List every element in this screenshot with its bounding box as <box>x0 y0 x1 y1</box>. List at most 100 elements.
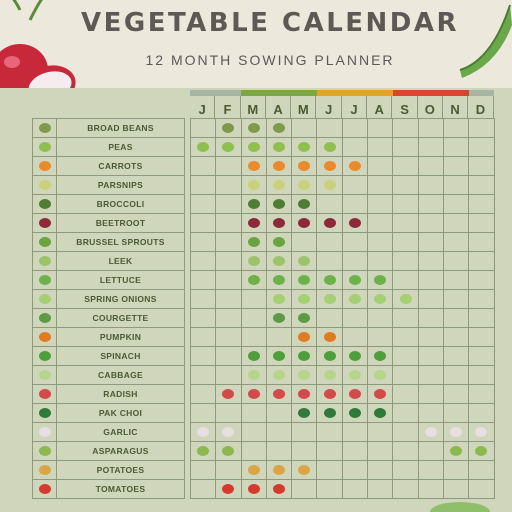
month-cell <box>291 251 318 271</box>
month-cell <box>341 460 369 480</box>
vegetable-row: SPINACH <box>32 346 495 366</box>
month-cell <box>417 422 444 442</box>
vegetable-name: TOMATOES <box>56 479 185 499</box>
vegetable-row: CARROTS <box>32 156 495 176</box>
radish-icon <box>273 388 286 399</box>
month-cell <box>392 403 419 423</box>
leek-icon <box>298 255 311 266</box>
carrot-icon <box>273 160 286 171</box>
spinach-icon <box>323 350 336 361</box>
month-cell <box>240 213 267 233</box>
month-cell <box>468 118 495 138</box>
spinach-icon <box>298 350 311 361</box>
month-cell <box>392 308 419 328</box>
month-cell <box>291 175 318 195</box>
month-cell <box>442 270 470 290</box>
month-cell <box>392 346 419 366</box>
vegetable-name: BRUSSEL SPROUTS <box>56 232 185 252</box>
sowing-table: BROAD BEANS PEAS CARROTS PARSNIPS BROCCOLI BE… <box>32 118 495 499</box>
month-cell <box>291 308 318 328</box>
vegetable-name: LETTUCE <box>56 270 185 290</box>
month-cell <box>417 346 444 366</box>
month-cell <box>316 175 343 195</box>
month-cell <box>240 289 267 309</box>
month-cell <box>189 270 217 290</box>
month-cell <box>291 422 318 442</box>
lettuce-icon <box>298 274 311 285</box>
broccoli-icon <box>247 198 260 209</box>
potato-icon <box>273 464 286 475</box>
month-cell <box>215 175 242 195</box>
month-cell <box>367 137 394 157</box>
brussel-sprouts-icon <box>247 236 260 247</box>
vegetable-row: SPRING ONIONS <box>32 289 495 309</box>
month-cell <box>265 118 293 138</box>
vegetable-row: PARSNIPS <box>32 175 495 195</box>
beetroot-icon <box>38 217 51 228</box>
lettuce-icon <box>273 274 286 285</box>
month-cell <box>215 403 242 423</box>
month-cell <box>240 308 267 328</box>
month-cell <box>291 365 318 385</box>
asparagus-icon <box>450 445 463 456</box>
beetroot-icon <box>298 217 311 228</box>
spring-onion-icon <box>273 293 286 304</box>
month-cell <box>442 422 470 442</box>
vegetable-row: LEEK <box>32 251 495 271</box>
month-cell <box>215 441 242 461</box>
vegetable-name: SPINACH <box>56 346 185 366</box>
month-cell <box>341 213 369 233</box>
month-cell <box>316 251 343 271</box>
month-cell <box>442 441 470 461</box>
month-cell <box>265 441 293 461</box>
month-cell <box>265 384 293 404</box>
brussel-sprouts-icon <box>38 236 51 247</box>
pumpkin-icon <box>298 331 311 342</box>
month-cell <box>442 327 470 347</box>
lettuce-icon <box>38 274 51 285</box>
potato-icon <box>247 464 260 475</box>
vegetable-name: COURGETTE <box>56 308 185 328</box>
month-cell <box>316 289 343 309</box>
month-cell <box>341 270 369 290</box>
month-cell <box>442 194 470 214</box>
month-cell <box>442 346 470 366</box>
month-cell <box>316 403 343 423</box>
courgette-icon <box>298 312 311 323</box>
pea-pod-decoration-icon <box>459 4 512 78</box>
vegetable-row: BROCCOLI <box>32 194 495 214</box>
month-cell <box>215 460 242 480</box>
month-cell <box>215 251 242 271</box>
pak-choi-icon <box>348 407 361 418</box>
month-cell <box>341 194 369 214</box>
month-cell <box>468 327 495 347</box>
month-cell <box>265 270 293 290</box>
month-cell <box>392 175 419 195</box>
month-cell <box>240 384 267 404</box>
cabbage-icon <box>298 369 311 380</box>
month-cell <box>215 308 242 328</box>
month-cell <box>468 137 495 157</box>
month-cell <box>265 422 293 442</box>
month-cell <box>291 156 318 176</box>
vegetable-name: PAK CHOI <box>56 403 185 423</box>
month-cell <box>392 289 419 309</box>
vegetable-name: PEAS <box>56 137 185 157</box>
month-cell <box>291 403 318 423</box>
month-cell <box>442 308 470 328</box>
vegetable-row: PEAS <box>32 137 495 157</box>
spring-onion-icon <box>374 293 387 304</box>
season-bar-winter-late <box>469 90 494 96</box>
broad-beans-icon <box>247 122 260 133</box>
radish-icon <box>298 388 311 399</box>
vegetable-row: CABBAGE <box>32 365 495 385</box>
month-cell <box>240 422 267 442</box>
month-cell <box>417 365 444 385</box>
month-cell <box>240 194 267 214</box>
month-cell <box>189 422 217 442</box>
month-cell <box>367 213 394 233</box>
month-cell <box>189 384 217 404</box>
cabbage-icon <box>348 369 361 380</box>
month-cell <box>341 251 369 271</box>
month-label: J <box>190 96 216 118</box>
